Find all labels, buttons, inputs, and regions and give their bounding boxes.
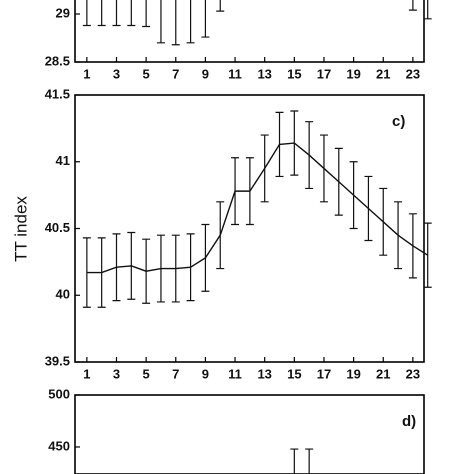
x-tick-label: 13 [257,66,271,81]
error-bar-lower [171,0,180,46]
x-tick-label: 9 [202,366,209,381]
x-tick-label: 3 [113,66,120,81]
x-tick-label: 19 [346,366,360,381]
error-bar-lower [142,0,151,28]
plot-frame [74,94,425,363]
x-tick-label: 13 [257,366,271,381]
error-bar-lower [97,0,106,27]
plot-frame [74,0,425,63]
y-tick-label: 450 [48,438,70,453]
y-tick-label: 40.5 [45,220,70,235]
y-tick-label: 39.5 [45,353,70,368]
error-bar-lower [186,0,195,44]
error-bar-upper [290,448,299,474]
error-bar-lower [82,0,91,27]
x-tick-label: 7 [172,66,179,81]
error-bar-lower [201,0,210,38]
x-tick-label: 19 [346,66,360,81]
x-tick-label: 1 [83,66,90,81]
y-tick-label: 28.5 [45,53,70,68]
mean-line [86,142,429,274]
x-tick-label: 11 [228,66,242,81]
error-bar-lower [423,0,432,20]
panel-label: c) [392,113,405,130]
x-tick-label: 1 [83,366,90,381]
y-tick-label: 40 [56,287,70,302]
x-tick-label: 7 [172,366,179,381]
y-axis-label: TT index [11,196,30,262]
x-tick-label: 9 [202,66,209,81]
error-bar-upper [305,448,314,474]
y-tick-label: 500 [48,386,70,401]
error-bar-lower [127,0,136,27]
error-bar-lower [408,0,417,11]
x-tick-label: 5 [143,66,150,81]
x-tick-label: 21 [376,366,390,381]
plot-frame [74,394,425,474]
y-tick-label: 41 [56,153,70,168]
x-tick-label: 15 [287,66,301,81]
error-bar-lower [216,0,225,12]
y-tick-label: 29 [56,5,70,20]
error-bar [82,237,91,308]
x-tick-label: 17 [317,66,331,81]
x-tick-label: 23 [406,66,420,81]
error-bar [423,222,432,288]
error-bar-lower [156,0,165,44]
x-tick-label: 17 [317,366,331,381]
y-tick-label: 41.5 [45,86,70,101]
error-bar-lower [112,0,121,27]
x-tick-label: 3 [113,366,120,381]
x-tick-label: 11 [228,366,242,381]
x-tick-label: 21 [376,66,390,81]
x-tick-label: 5 [143,366,150,381]
x-tick-label: 15 [287,366,301,381]
panel-label: d) [402,413,416,430]
x-tick-label: 23 [406,366,420,381]
